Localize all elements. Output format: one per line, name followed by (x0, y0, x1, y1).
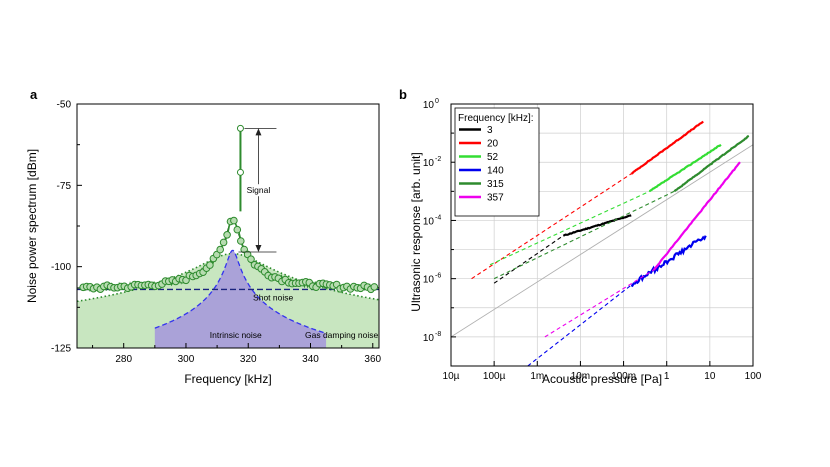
signal-label-bg (244, 184, 273, 197)
x-tick-label: 100µ (483, 371, 506, 382)
series-140 (527, 235, 707, 366)
data-point (219, 238, 228, 247)
legend-label-52: 52 (487, 152, 499, 163)
panel-a-plot-area (77, 124, 379, 348)
y-tick-exponent: -4 (435, 214, 441, 221)
x-tick-label: 1 (664, 371, 670, 382)
series-52-extrapolation (489, 190, 650, 266)
signal-top-marker (236, 124, 244, 132)
signal-arrow-head-up (255, 128, 262, 136)
legend-label-140: 140 (487, 166, 504, 177)
y-tick-exponent: -8 (435, 331, 441, 338)
x-tick-label: 320 (240, 354, 257, 365)
data-point (247, 255, 255, 264)
x-tick-label: 100m (611, 371, 636, 382)
intrinsic-noise-area (154, 250, 327, 348)
signal-arrow-head-down (255, 245, 262, 253)
y-tick-label: 10 (423, 158, 435, 169)
series-3 (493, 214, 632, 284)
x-tick-label: 100 (745, 371, 762, 382)
data-point (233, 225, 242, 234)
panel-a-ticks: 280 300 320 340 360 -125 -100 -75 -50 (51, 100, 382, 366)
panel-b-label: b (399, 87, 407, 102)
panel-a-label: a (30, 87, 38, 102)
intrinsic-noise-line (154, 249, 327, 334)
x-tick-label: 10 (704, 371, 716, 382)
series-52 (489, 143, 722, 266)
x-tick-label: 280 (115, 354, 132, 365)
panel-b-x-axis-label: Acoustic pressure [Pa] (542, 372, 662, 386)
series-357-extrapolation (544, 269, 655, 338)
y-tick-label: 10 (423, 216, 435, 227)
y-tick-exponent: 0 (435, 98, 439, 105)
series-140-extrapolation (527, 284, 632, 366)
series-52-measured (648, 143, 722, 193)
series-315-extrapolation (493, 190, 675, 280)
y-tick-label: 10 (423, 275, 435, 286)
shot-noise-annotation: Shot noise (253, 292, 293, 302)
x-tick-label: 360 (364, 354, 381, 365)
legend-title: Frequency [kHz]: (458, 113, 534, 124)
y-tick-label: -75 (57, 181, 72, 192)
y-tick-label: -50 (57, 100, 72, 111)
panel-b-legend: Frequency [kHz]: 3 20 52 140 315 357 (454, 107, 540, 217)
series-357-measured (652, 161, 741, 271)
legend-label-357: 357 (487, 193, 504, 204)
x-tick-label: 10m (571, 371, 590, 382)
data-point (230, 216, 238, 225)
panel-a-x-axis-label: Frequency [kHz] (184, 372, 271, 386)
measured-spectrum-markers (79, 216, 379, 294)
data-point (206, 261, 214, 269)
series-20-measured (630, 120, 704, 175)
y-tick-label: 10 (423, 100, 435, 111)
signal-annotation: Signal (247, 185, 271, 195)
data-point (370, 283, 379, 291)
series-315 (493, 134, 750, 280)
legend-label-315: 315 (487, 179, 504, 190)
data-point (237, 237, 245, 245)
panel-b-ticks: 10µ 100µ 1m 10m 100m 1 10 10010-810-610-410-210… (423, 98, 762, 382)
series-357 (544, 161, 741, 338)
y-tick-exponent: -6 (435, 273, 441, 280)
y-tick-exponent: -2 (435, 156, 441, 163)
panel-b-y-axis-label: Ultrasonic response [arb. unit] (409, 152, 423, 311)
y-tick-label: 10 (423, 333, 435, 344)
series-140-measured (630, 235, 707, 288)
data-point (216, 245, 224, 254)
x-tick-label: 10µ (443, 371, 460, 382)
series-315-measured (673, 134, 750, 193)
legend-label-3: 3 (487, 125, 493, 136)
gas-damping-noise-annotation: Gas damping noise (305, 330, 379, 340)
y-tick-label: -125 (51, 344, 71, 355)
legend-label-20: 20 (487, 139, 499, 150)
reference-line (451, 144, 753, 338)
y-tick-label: -100 (51, 262, 71, 273)
panel-b-plot-area (451, 120, 753, 366)
x-tick-label: 300 (178, 354, 195, 365)
panel-b-frame (450, 103, 754, 367)
intrinsic-noise-annotation: Intrinsic noise (210, 330, 262, 340)
data-point (223, 231, 231, 239)
x-tick-label: 1m (530, 371, 544, 382)
series-3-measured (562, 214, 632, 237)
x-tick-label: 340 (302, 354, 319, 365)
panel-a-y-axis-label: Noise power spectrum [dBm] (25, 149, 39, 303)
series-3-extrapolation (493, 235, 564, 284)
panel-a-annotations: Signal Shot noise Intrinsic noise Gas da… (210, 184, 379, 340)
signal-mid-marker (236, 168, 244, 176)
